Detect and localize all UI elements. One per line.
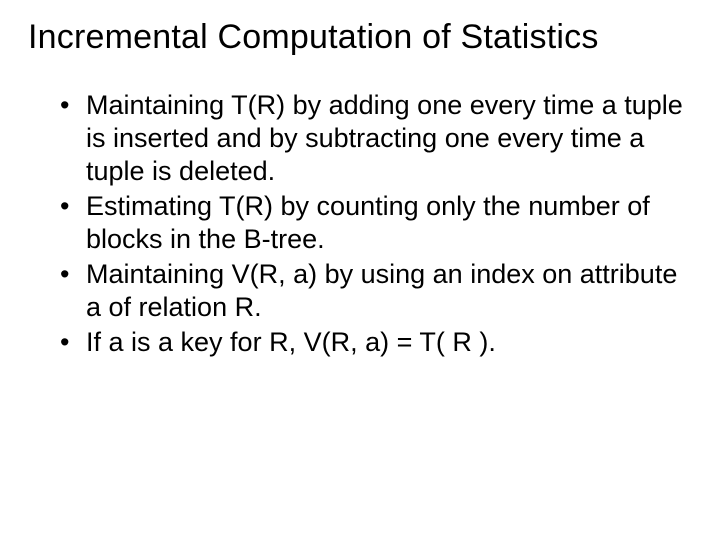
bullet-list: Maintaining T(R) by adding one every tim… (28, 89, 692, 359)
list-item: Maintaining T(R) by adding one every tim… (60, 89, 692, 188)
list-item: If a is a key for R, V(R, a) = T( R ). (60, 326, 692, 359)
list-item: Estimating T(R) by counting only the num… (60, 190, 692, 256)
slide-title: Incremental Computation of Statistics (28, 18, 692, 57)
slide: Incremental Computation of Statistics Ma… (0, 0, 720, 540)
list-item: Maintaining V(R, a) by using an index on… (60, 258, 692, 324)
